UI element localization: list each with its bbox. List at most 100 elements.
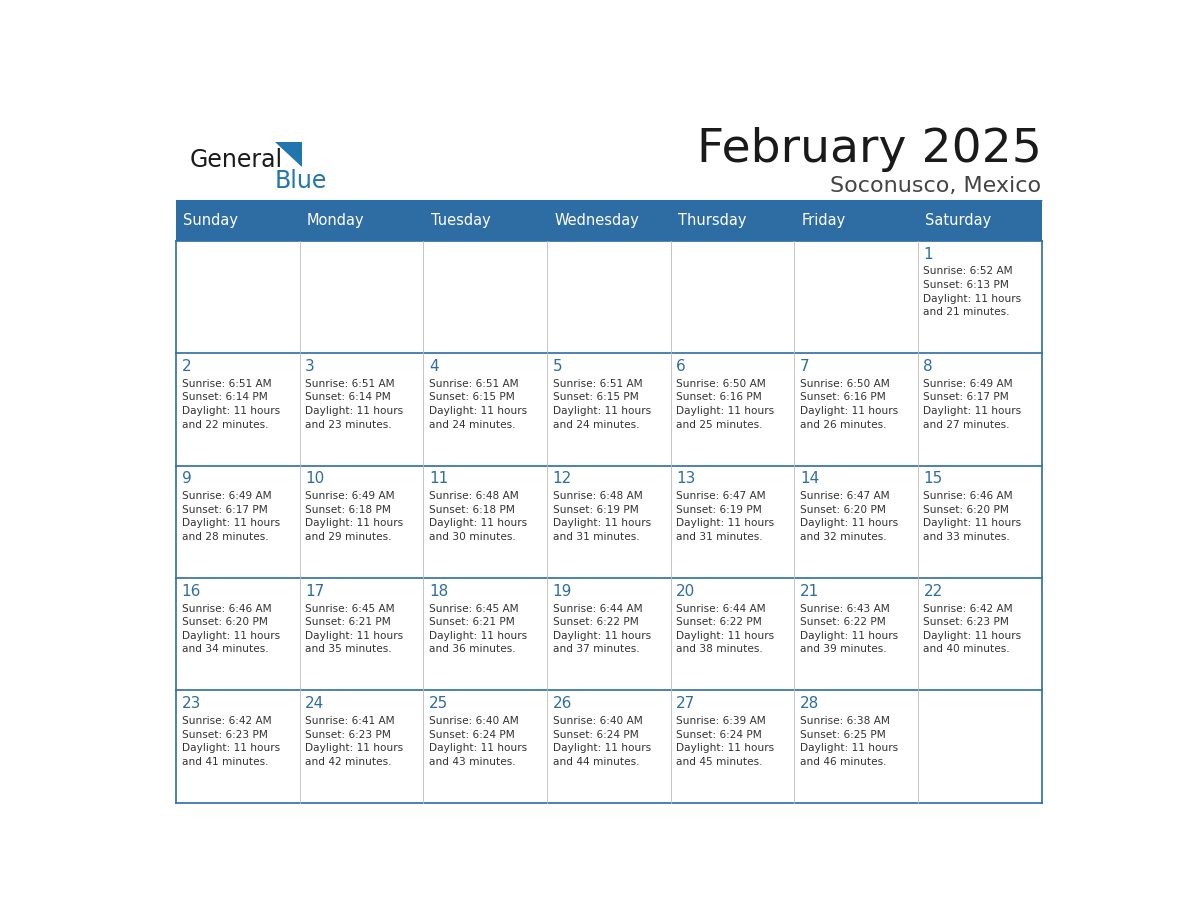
- Text: Sunday: Sunday: [183, 213, 239, 228]
- Bar: [176, 353, 299, 465]
- Text: Soconusco, Mexico: Soconusco, Mexico: [830, 175, 1042, 196]
- Text: 24: 24: [305, 696, 324, 711]
- Text: 4: 4: [429, 359, 438, 374]
- Bar: [671, 353, 795, 465]
- Text: 19: 19: [552, 584, 571, 599]
- Text: Sunrise: 6:51 AM
Sunset: 6:15 PM
Daylight: 11 hours
and 24 minutes.: Sunrise: 6:51 AM Sunset: 6:15 PM Dayligh…: [429, 379, 527, 430]
- Text: Sunrise: 6:47 AM
Sunset: 6:19 PM
Daylight: 11 hours
and 31 minutes.: Sunrise: 6:47 AM Sunset: 6:19 PM Dayligh…: [676, 491, 775, 542]
- Text: 10: 10: [305, 471, 324, 487]
- Bar: [176, 465, 299, 578]
- Text: Sunrise: 6:39 AM
Sunset: 6:24 PM
Daylight: 11 hours
and 45 minutes.: Sunrise: 6:39 AM Sunset: 6:24 PM Dayligh…: [676, 716, 775, 767]
- Text: Sunrise: 6:47 AM
Sunset: 6:20 PM
Daylight: 11 hours
and 32 minutes.: Sunrise: 6:47 AM Sunset: 6:20 PM Dayligh…: [800, 491, 898, 542]
- Text: 28: 28: [800, 696, 819, 711]
- Text: 25: 25: [429, 696, 448, 711]
- Text: Thursday: Thursday: [678, 213, 746, 228]
- Bar: [795, 241, 918, 353]
- Text: Sunrise: 6:42 AM
Sunset: 6:23 PM
Daylight: 11 hours
and 40 minutes.: Sunrise: 6:42 AM Sunset: 6:23 PM Dayligh…: [923, 603, 1022, 655]
- Text: Blue: Blue: [274, 169, 327, 193]
- Text: Sunrise: 6:50 AM
Sunset: 6:16 PM
Daylight: 11 hours
and 25 minutes.: Sunrise: 6:50 AM Sunset: 6:16 PM Dayligh…: [676, 379, 775, 430]
- Text: Saturday: Saturday: [925, 213, 992, 228]
- Text: Sunrise: 6:51 AM
Sunset: 6:14 PM
Daylight: 11 hours
and 22 minutes.: Sunrise: 6:51 AM Sunset: 6:14 PM Dayligh…: [182, 379, 279, 430]
- Text: 13: 13: [676, 471, 695, 487]
- Text: Sunrise: 6:51 AM
Sunset: 6:15 PM
Daylight: 11 hours
and 24 minutes.: Sunrise: 6:51 AM Sunset: 6:15 PM Dayligh…: [552, 379, 651, 430]
- Text: Sunrise: 6:50 AM
Sunset: 6:16 PM
Daylight: 11 hours
and 26 minutes.: Sunrise: 6:50 AM Sunset: 6:16 PM Dayligh…: [800, 379, 898, 430]
- Text: 26: 26: [552, 696, 571, 711]
- Text: Sunrise: 6:46 AM
Sunset: 6:20 PM
Daylight: 11 hours
and 34 minutes.: Sunrise: 6:46 AM Sunset: 6:20 PM Dayligh…: [182, 603, 279, 655]
- Bar: [795, 353, 918, 465]
- Text: Sunrise: 6:44 AM
Sunset: 6:22 PM
Daylight: 11 hours
and 38 minutes.: Sunrise: 6:44 AM Sunset: 6:22 PM Dayligh…: [676, 603, 775, 655]
- Text: Sunrise: 6:46 AM
Sunset: 6:20 PM
Daylight: 11 hours
and 33 minutes.: Sunrise: 6:46 AM Sunset: 6:20 PM Dayligh…: [923, 491, 1022, 542]
- Text: Sunrise: 6:42 AM
Sunset: 6:23 PM
Daylight: 11 hours
and 41 minutes.: Sunrise: 6:42 AM Sunset: 6:23 PM Dayligh…: [182, 716, 279, 767]
- Bar: [423, 690, 546, 803]
- Bar: [546, 353, 671, 465]
- Bar: [795, 578, 918, 690]
- Bar: [423, 465, 546, 578]
- Bar: [918, 690, 1042, 803]
- Text: Sunrise: 6:48 AM
Sunset: 6:19 PM
Daylight: 11 hours
and 31 minutes.: Sunrise: 6:48 AM Sunset: 6:19 PM Dayligh…: [552, 491, 651, 542]
- Bar: [176, 578, 299, 690]
- Text: Sunrise: 6:45 AM
Sunset: 6:21 PM
Daylight: 11 hours
and 36 minutes.: Sunrise: 6:45 AM Sunset: 6:21 PM Dayligh…: [429, 603, 527, 655]
- Bar: [918, 578, 1042, 690]
- Bar: [546, 690, 671, 803]
- Text: 12: 12: [552, 471, 571, 487]
- Text: Sunrise: 6:45 AM
Sunset: 6:21 PM
Daylight: 11 hours
and 35 minutes.: Sunrise: 6:45 AM Sunset: 6:21 PM Dayligh…: [305, 603, 404, 655]
- Text: General: General: [190, 148, 283, 172]
- Bar: [795, 690, 918, 803]
- Text: 9: 9: [182, 471, 191, 487]
- Text: Monday: Monday: [308, 213, 365, 228]
- Text: Sunrise: 6:41 AM
Sunset: 6:23 PM
Daylight: 11 hours
and 42 minutes.: Sunrise: 6:41 AM Sunset: 6:23 PM Dayligh…: [305, 716, 404, 767]
- Text: 22: 22: [923, 584, 943, 599]
- Bar: [299, 465, 423, 578]
- Bar: [176, 200, 1042, 241]
- Bar: [918, 241, 1042, 353]
- Text: Friday: Friday: [802, 213, 846, 228]
- Text: 15: 15: [923, 471, 943, 487]
- Text: 1: 1: [923, 247, 933, 262]
- Bar: [176, 241, 299, 353]
- Bar: [546, 578, 671, 690]
- Bar: [299, 353, 423, 465]
- Text: Sunrise: 6:49 AM
Sunset: 6:17 PM
Daylight: 11 hours
and 27 minutes.: Sunrise: 6:49 AM Sunset: 6:17 PM Dayligh…: [923, 379, 1022, 430]
- Text: 6: 6: [676, 359, 685, 374]
- Bar: [299, 690, 423, 803]
- Bar: [423, 578, 546, 690]
- Text: Sunrise: 6:44 AM
Sunset: 6:22 PM
Daylight: 11 hours
and 37 minutes.: Sunrise: 6:44 AM Sunset: 6:22 PM Dayligh…: [552, 603, 651, 655]
- Text: February 2025: February 2025: [696, 127, 1042, 172]
- Text: 2: 2: [182, 359, 191, 374]
- Text: Sunrise: 6:49 AM
Sunset: 6:18 PM
Daylight: 11 hours
and 29 minutes.: Sunrise: 6:49 AM Sunset: 6:18 PM Dayligh…: [305, 491, 404, 542]
- Bar: [546, 241, 671, 353]
- Bar: [918, 465, 1042, 578]
- Bar: [795, 465, 918, 578]
- Text: 7: 7: [800, 359, 809, 374]
- Bar: [671, 465, 795, 578]
- Text: 21: 21: [800, 584, 819, 599]
- Text: Sunrise: 6:43 AM
Sunset: 6:22 PM
Daylight: 11 hours
and 39 minutes.: Sunrise: 6:43 AM Sunset: 6:22 PM Dayligh…: [800, 603, 898, 655]
- Text: Sunrise: 6:38 AM
Sunset: 6:25 PM
Daylight: 11 hours
and 46 minutes.: Sunrise: 6:38 AM Sunset: 6:25 PM Dayligh…: [800, 716, 898, 767]
- Text: 27: 27: [676, 696, 695, 711]
- Bar: [671, 690, 795, 803]
- Text: Wednesday: Wednesday: [555, 213, 639, 228]
- Text: 5: 5: [552, 359, 562, 374]
- Text: 16: 16: [182, 584, 201, 599]
- Bar: [671, 241, 795, 353]
- Text: Sunrise: 6:49 AM
Sunset: 6:17 PM
Daylight: 11 hours
and 28 minutes.: Sunrise: 6:49 AM Sunset: 6:17 PM Dayligh…: [182, 491, 279, 542]
- Text: 11: 11: [429, 471, 448, 487]
- Bar: [423, 353, 546, 465]
- Bar: [423, 241, 546, 353]
- Text: 18: 18: [429, 584, 448, 599]
- Text: Sunrise: 6:51 AM
Sunset: 6:14 PM
Daylight: 11 hours
and 23 minutes.: Sunrise: 6:51 AM Sunset: 6:14 PM Dayligh…: [305, 379, 404, 430]
- Text: Sunrise: 6:52 AM
Sunset: 6:13 PM
Daylight: 11 hours
and 21 minutes.: Sunrise: 6:52 AM Sunset: 6:13 PM Dayligh…: [923, 266, 1022, 318]
- Bar: [176, 690, 299, 803]
- Polygon shape: [274, 142, 302, 167]
- Text: Sunrise: 6:40 AM
Sunset: 6:24 PM
Daylight: 11 hours
and 44 minutes.: Sunrise: 6:40 AM Sunset: 6:24 PM Dayligh…: [552, 716, 651, 767]
- Text: 3: 3: [305, 359, 315, 374]
- Bar: [299, 578, 423, 690]
- Text: 17: 17: [305, 584, 324, 599]
- Text: 20: 20: [676, 584, 695, 599]
- Bar: [546, 465, 671, 578]
- Text: Sunrise: 6:48 AM
Sunset: 6:18 PM
Daylight: 11 hours
and 30 minutes.: Sunrise: 6:48 AM Sunset: 6:18 PM Dayligh…: [429, 491, 527, 542]
- Bar: [299, 241, 423, 353]
- Bar: [671, 578, 795, 690]
- Text: 23: 23: [182, 696, 201, 711]
- Text: Sunrise: 6:40 AM
Sunset: 6:24 PM
Daylight: 11 hours
and 43 minutes.: Sunrise: 6:40 AM Sunset: 6:24 PM Dayligh…: [429, 716, 527, 767]
